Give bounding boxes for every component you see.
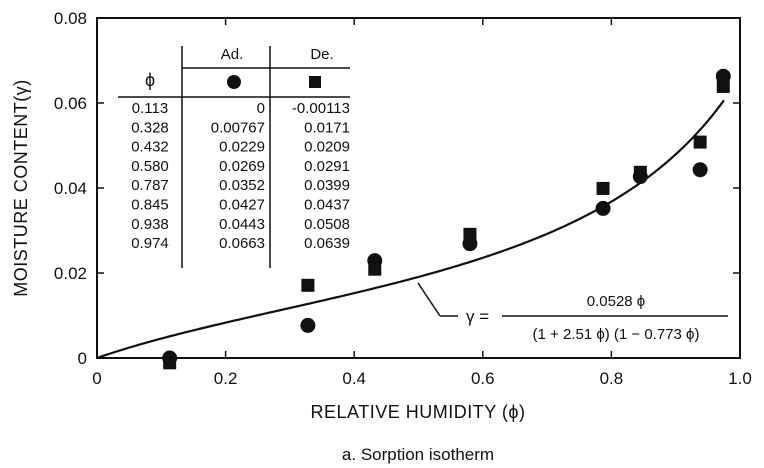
table-header-ad: Ad. [221, 46, 244, 63]
table-cell-de: -0.00113 [292, 100, 350, 117]
de-point [463, 227, 477, 241]
x-tick-label: 0.4 [342, 369, 366, 388]
y-tick-label: 0.08 [54, 9, 87, 28]
de-point [596, 181, 610, 195]
table-cell-de: 0.0399 [304, 177, 350, 194]
data-table: ϕ Ad. De. 0.113 0 -0.00113 0.328 0.00767 0.01… [118, 46, 350, 268]
figure-caption: a. Sorption isotherm [342, 445, 494, 464]
table-de-marker-icon [309, 76, 321, 88]
table-cell-ad: 0.0663 [219, 235, 265, 252]
table-cell-de: 0.0209 [304, 139, 350, 156]
fit-curve [96, 99, 725, 360]
table-cell-de: 0.0437 [304, 197, 350, 214]
de-point [163, 356, 177, 370]
table-cell-ad: 0.0427 [219, 197, 265, 214]
fit-formula: γ = 0.0528 ϕ (1 + 2.51 ϕ) (1 − 0.773 ϕ) [417, 282, 728, 343]
x-axis-title: RELATIVE HUMIDITY (ϕ) [311, 402, 526, 422]
table-cell-de: 0.0508 [304, 216, 350, 233]
table-cell-ad: 0.0229 [219, 139, 265, 156]
formula-denominator: (1 + 2.51 ϕ) (1 − 0.773 ϕ) [533, 326, 700, 343]
y-axis-ticks: 0 0.02 0.04 0.06 0.08 [54, 9, 740, 368]
ad-point [300, 317, 316, 333]
table-header-phi: ϕ [145, 70, 155, 90]
table-cell-phi: 0.580 [131, 158, 169, 175]
formula-numerator: 0.0528 ϕ [587, 293, 645, 310]
formula-lhs: γ = [466, 307, 489, 326]
table-cell-phi: 0.113 [132, 100, 168, 117]
plot-area: 0 0.2 0.4 0.6 0.8 1.0 0 0.02 0.04 0.06 0.08 [54, 9, 752, 388]
y-tick-label: 0.06 [54, 94, 87, 113]
y-axis-title: MOISTURE CONTENT(γ) [11, 79, 31, 296]
table-cell-phi: 0.432 [131, 139, 169, 156]
ad-point [692, 162, 708, 178]
table-cell-ad: 0.0443 [219, 216, 265, 233]
x-tick-label: 0.6 [471, 369, 495, 388]
ad-point [595, 200, 611, 216]
x-tick-label: 0.2 [214, 369, 238, 388]
y-tick-label: 0 [78, 349, 87, 368]
data-markers [162, 68, 731, 370]
table-cell-de: 0.0171 [304, 119, 350, 136]
y-tick-label: 0.02 [54, 264, 87, 283]
table-cell-de: 0.0639 [304, 235, 350, 252]
y-tick-label: 0.04 [54, 179, 87, 198]
table-cell-ad: 0.0352 [219, 177, 265, 194]
de-point [693, 135, 707, 149]
table-cell-phi: 0.938 [131, 216, 169, 233]
table-cell-de: 0.0291 [304, 158, 350, 175]
table-rows: 0.113 0 -0.00113 0.328 0.00767 0.0171 0.432 0.0… [131, 100, 350, 252]
table-cell-phi: 0.845 [131, 197, 169, 214]
x-tick-label: 0.8 [600, 369, 624, 388]
de-point [301, 278, 315, 292]
x-axis-ticks: 0 0.2 0.4 0.6 0.8 1.0 [92, 18, 752, 388]
table-header-de: De. [310, 46, 333, 63]
de-point [633, 165, 647, 179]
table-ad-marker-icon [227, 75, 241, 89]
x-tick-label: 1.0 [728, 369, 752, 388]
table-cell-ad: 0 [257, 100, 265, 117]
de-point [716, 79, 730, 93]
de-point [368, 262, 382, 276]
table-cell-phi: 0.787 [131, 177, 169, 194]
x-tick-label: 0 [92, 369, 101, 388]
table-cell-ad: 0.00767 [211, 119, 265, 136]
formula-leader-line [417, 282, 441, 317]
table-cell-phi: 0.328 [131, 119, 169, 136]
table-cell-ad: 0.0269 [219, 158, 265, 175]
table-cell-phi: 0.974 [131, 235, 169, 252]
